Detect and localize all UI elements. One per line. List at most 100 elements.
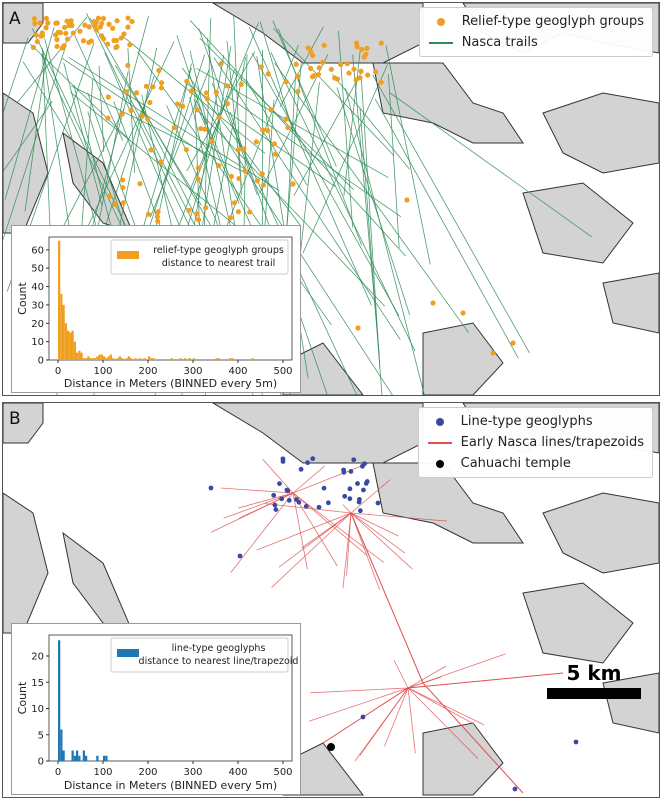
histogram-bar [60, 729, 63, 761]
early-nasca-line [220, 487, 294, 494]
nasca-trail [245, 78, 308, 186]
relief-geoglyph-group [203, 90, 210, 96]
line-type-geoglyph [280, 459, 286, 464]
early-nasca-line [292, 492, 368, 557]
nasca-trail [273, 28, 395, 156]
relief-geoglyph-group [43, 25, 49, 31]
relief-geoglyph-group [154, 214, 160, 220]
line-type-geoglyph [361, 487, 366, 493]
relief-geoglyph-group [353, 77, 359, 83]
early-nasca-line [239, 492, 294, 519]
relief-geoglyph-group [114, 18, 120, 24]
early-nasca-line [292, 492, 385, 563]
line-type-geoglyph [363, 481, 369, 486]
histogram-bar [109, 354, 112, 360]
relief-geoglyph-group [460, 310, 466, 316]
histogram-bar [85, 358, 88, 360]
early-nasca-line [301, 512, 352, 549]
relief-geoglyph-group [45, 20, 51, 26]
x-axis-label: Distance in Meters (BINNED every 5m) [64, 377, 277, 390]
histogram-bar [229, 358, 232, 360]
histogram-bar [118, 356, 121, 360]
relief-geoglyph-group [99, 33, 105, 39]
terrain-region [212, 403, 424, 464]
relief-geoglyph-group [158, 85, 164, 91]
relief-geoglyph-group [125, 24, 131, 30]
relief-geoglyph-group [120, 185, 126, 191]
terrain-region [3, 403, 44, 444]
line-type-geoglyph [342, 493, 348, 499]
line-type-geoglyph [298, 466, 304, 472]
nasca-trail [176, 35, 207, 125]
relief-geoglyph-group [293, 61, 299, 67]
histogram-bar [78, 350, 81, 360]
y-axis-label: Count [16, 281, 29, 314]
relief-geoglyph-group [338, 61, 344, 68]
relief-geoglyph-group [198, 125, 204, 132]
x-tick-label: 400 [228, 366, 247, 377]
legend-label: Cahuachi temple [460, 456, 571, 471]
y-tick-label: 0 [38, 757, 44, 768]
histogram-bar [62, 304, 65, 360]
relief-geoglyph-group [120, 200, 126, 206]
relief-geoglyph-group [242, 168, 248, 174]
relief-geoglyph-group [216, 163, 222, 169]
relief-geoglyph-group [353, 40, 360, 46]
nasca-trail [302, 64, 388, 254]
line-type-geoglyph [573, 739, 579, 745]
x-tick-label: 100 [93, 366, 112, 377]
early-nasca-line [407, 687, 479, 759]
nasca-trail [359, 107, 383, 395]
histogram-bar [78, 755, 81, 761]
nasca-trail [361, 80, 381, 368]
relief-geoglyph-group [171, 125, 177, 131]
green-line-icon [428, 41, 453, 44]
x-tick-label: 200 [138, 767, 157, 778]
relief-geoglyph-group [54, 20, 60, 26]
histogram-bar [71, 750, 74, 761]
relief-geoglyph-group [145, 211, 152, 217]
relief-geoglyph-group [123, 89, 130, 95]
orange-dot-icon [436, 17, 445, 26]
nasca-trail [344, 88, 425, 395]
relief-geoglyph-group [357, 75, 363, 81]
relief-geoglyph-group [183, 147, 189, 153]
relief-geoglyph-group [231, 200, 238, 206]
nasca-trail [332, 74, 410, 170]
legend-item-relief: Relief-type geoglyph groups [428, 11, 644, 32]
relief-geoglyph-group [224, 101, 231, 107]
line-type-geoglyph [360, 714, 366, 720]
scale-label: 5 km [566, 661, 622, 685]
histogram-bar [98, 354, 101, 360]
nasca-trail [186, 51, 256, 172]
histogram-legend [110, 637, 289, 673]
nasca-trail [213, 57, 401, 340]
early-nasca-line [407, 687, 416, 754]
histogram-bar [231, 358, 234, 360]
relief-geoglyph-group [510, 340, 516, 346]
nasca-trail [374, 98, 519, 359]
histogram-bar [96, 356, 99, 360]
relief-geoglyph-group [86, 39, 92, 46]
relief-geoglyph-group [82, 22, 88, 28]
terrain-region [542, 492, 659, 574]
histogram-bar [105, 358, 108, 360]
histogram-bar [116, 358, 119, 360]
y-tick-label: 10 [31, 337, 44, 348]
line-type-geoglyph [272, 502, 278, 508]
histogram-bar [82, 358, 85, 360]
histogram-bar [58, 240, 61, 360]
relief-geoglyph-group [93, 27, 99, 33]
histogram-bar [125, 358, 128, 360]
relief-geoglyph-group [121, 31, 127, 37]
early-nasca-line [354, 687, 409, 762]
terrain-region [602, 272, 659, 334]
relief-geoglyph-group [128, 107, 134, 114]
early-nasca-line [350, 512, 406, 554]
line-type-geoglyph [208, 485, 214, 491]
histogram-bar [188, 358, 191, 360]
relief-geoglyph-group [228, 173, 234, 179]
histogram-bar [130, 358, 133, 360]
nasca-trail [277, 28, 363, 246]
line-type-geoglyph [321, 485, 327, 491]
